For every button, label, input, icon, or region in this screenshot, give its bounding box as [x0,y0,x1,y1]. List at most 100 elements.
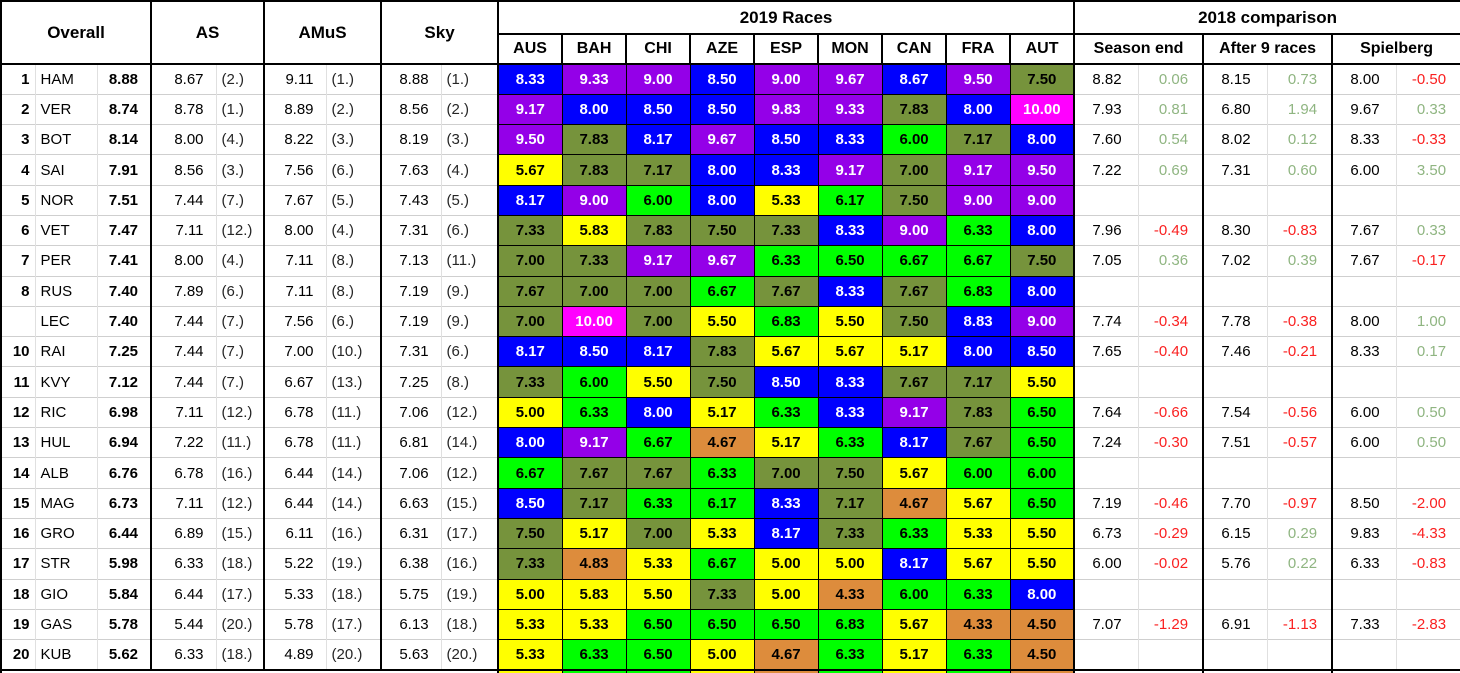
sky-score: 7.31 [380,214,442,246]
after-9-races-value: 6.91 [1202,608,1268,640]
race-score-cell: 8.50 [1009,336,1075,368]
spielberg-value: 6.00 [1331,154,1397,186]
race-score-cell: 9.00 [1009,305,1075,338]
race-score-cell: 8.17 [881,427,947,459]
amus-rank: (11.) [325,396,382,428]
race-score-cell: 7.17 [817,487,883,519]
race-score-cell: 9.00 [945,184,1011,216]
race-score-cell: 6.00 [1009,457,1075,489]
sky-rank: (9.) [440,305,499,337]
race-score-cell: 6.67 [689,275,755,307]
comparison-col-after-9-races: After 9 races [1202,33,1334,65]
race-score-cell: 8.50 [561,336,627,368]
overall-score: 8.88 [96,63,152,95]
overall-score: 7.40 [96,305,152,337]
after-9-races-diff [1266,578,1333,610]
race-score-cell: 6.17 [817,184,883,216]
race-score-cell: 8.67 [881,63,947,95]
comparison-col-season-end: Season end [1073,33,1205,65]
race-score-cell: 7.83 [561,154,627,186]
sky-score: 6.13 [380,608,442,640]
spielberg-value: 8.50 [1331,487,1397,519]
driver-code: RAI [34,336,97,367]
sky-score: 6.81 [380,427,442,458]
race-score-cell: 7.33 [817,517,883,550]
race-score-cell: 7.00 [561,275,627,307]
after-9-races-diff: 1.94 [1266,93,1333,125]
race-score-cell: 5.67 [881,457,947,489]
amus-rank: (3.) [325,124,382,155]
spielberg-diff: -4.33 [1395,517,1460,549]
season-end-diff: 0.06 [1137,63,1204,95]
driver-row: LEC 7.40 7.44 (7.) 7.56 (6.) 7.19 (9.) 7.00 10.00… [1,305,1460,338]
amus-rank: (16.) [325,517,382,549]
after-9-races-value: 7.78 [1202,305,1268,337]
overall-score: 7.40 [96,275,152,307]
race-score-cell: 10.00 [561,305,627,338]
race-score-cell: 7.50 [881,184,947,216]
rank-cell: 3 [1,124,35,155]
header-sky: Sky [380,0,500,65]
driver-row: 1 HAM 8.88 8.67 (2.) 9.11 (1.) 8.88 (1.) 8.33 9.33… [1,63,1460,95]
cutoff-cell [1331,668,1460,673]
season-end-value: 7.65 [1073,336,1139,367]
driver-code: HAM [34,63,97,95]
overall-score: 7.25 [96,336,152,367]
sky-rank: (12.) [440,396,499,428]
race-score-cell: 5.33 [561,608,627,641]
driver-row: 16 GRO 6.44 6.89 (15.) 6.11 (16.) 6.31 (17.) 7.50… [1,517,1460,550]
race-score-cell: 9.17 [561,427,627,459]
amus-score: 6.11 [263,517,327,549]
race-score-cell: 7.50 [689,214,755,247]
race-score-cell: 5.33 [625,548,691,580]
race-score-cell: 6.33 [881,517,947,550]
sky-rank: (5.) [440,184,499,216]
table-body: 1 HAM 8.88 8.67 (2.) 9.11 (1.) 8.88 (1.) 8.33 9.33… [1,63,1460,673]
as-rank: (17.) [215,578,265,610]
race-score-cell: 7.67 [625,457,691,489]
race-col-esp: ESP [753,33,820,65]
overall-score: 5.78 [96,608,152,640]
race-score-cell: 6.50 [689,608,755,641]
after-9-races-value [1202,184,1268,216]
rank-cell: 14 [1,457,35,489]
header-overall: Overall [0,0,153,65]
as-score: 6.33 [150,639,217,670]
after-9-races-diff: -0.83 [1266,214,1333,246]
as-rank: (4.) [215,124,265,155]
spielberg-diff [1395,366,1460,398]
season-end-diff [1137,457,1204,489]
driver-code: KUB [34,639,97,670]
as-score: 7.22 [150,427,217,458]
spielberg-diff [1395,275,1460,307]
amus-score: 8.00 [263,214,327,246]
after-9-races-diff: -0.57 [1266,427,1333,458]
spielberg-value: 7.67 [1331,245,1397,277]
race-score-cell: 7.33 [561,245,627,277]
after-9-races-diff [1266,184,1333,216]
after-9-races-value [1202,578,1268,610]
driver-row: 19 GAS 5.78 5.44 (20.) 5.78 (17.) 6.13 (18.) 5.33… [1,608,1460,641]
season-end-value [1073,184,1139,216]
amus-score: 7.11 [263,245,327,277]
season-end-value: 8.82 [1073,63,1139,95]
season-end-diff [1137,366,1204,398]
sky-score: 7.25 [380,366,442,398]
spielberg-value: 6.00 [1331,427,1397,458]
spielberg-diff [1395,639,1460,670]
driver-row: 12 RIC 6.98 7.11 (12.) 6.78 (11.) 7.06 (12.) 5.00… [1,396,1460,429]
after-9-races-value: 7.46 [1202,336,1268,367]
season-end-diff: -0.49 [1137,214,1204,246]
season-end-diff: -0.46 [1137,487,1204,519]
after-9-races-diff [1266,275,1333,307]
race-score-cell: 7.67 [881,366,947,398]
race-score-cell: 8.00 [945,336,1011,368]
race-score-cell: 7.00 [497,245,563,277]
race-score-cell: 8.50 [625,93,691,126]
race-score-cell: 5.50 [689,305,755,338]
race-score-cell: 9.00 [561,184,627,216]
race-score-cell: 9.33 [817,93,883,126]
race-score-cell: 5.17 [881,639,947,671]
